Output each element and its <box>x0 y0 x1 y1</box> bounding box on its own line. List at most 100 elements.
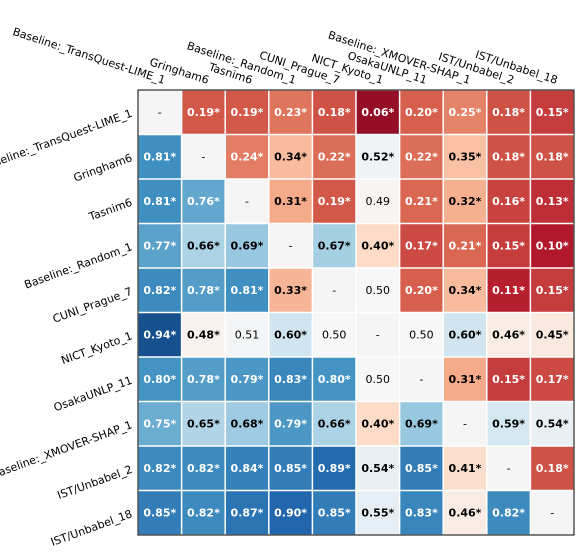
heatmap-cell <box>138 135 181 179</box>
heatmap-cell <box>225 268 269 312</box>
cell-value-label: 0.13* <box>536 195 569 208</box>
cell-value-label: 0.34* <box>274 150 307 163</box>
heatmap-cell <box>182 313 225 357</box>
cell-value-label: 0.17* <box>536 373 569 386</box>
cell-value-label: - <box>245 195 249 208</box>
heatmap-cell <box>313 357 356 401</box>
heatmap-cell <box>487 135 530 179</box>
heatmap-cell <box>225 179 269 223</box>
cell-value-label: - <box>507 462 511 475</box>
heatmap-cell <box>356 313 399 357</box>
cell-value-label: 0.23* <box>274 106 307 119</box>
cell-value-label: 0.50 <box>409 328 434 341</box>
cell-value-label: 0.84* <box>231 462 264 475</box>
cell-value-label: - <box>158 106 162 119</box>
heatmap-cell <box>182 135 225 179</box>
row-label: Tasnim6 <box>86 196 134 224</box>
row-labels: Baseline:_TransQuest-LIME_1Gringham6Tasn… <box>0 107 134 549</box>
cell-value-label: 0.31* <box>449 373 482 386</box>
plot-frame <box>137 89 575 536</box>
heatmap-cell <box>356 357 399 401</box>
heatmap-cell <box>487 402 530 446</box>
row-label: NICT_Kyoto_1 <box>59 329 134 367</box>
heatmap-cell <box>138 90 181 134</box>
heatmap-cell <box>356 135 399 179</box>
heatmap-cell <box>138 357 181 401</box>
cell-value-label: 0.40* <box>361 239 394 252</box>
heatmap-cell <box>531 357 574 401</box>
cell-value-label: 0.75* <box>143 417 176 430</box>
heatmap-cell <box>269 446 312 490</box>
heatmap-cell <box>138 491 181 535</box>
heatmap-cell <box>531 446 574 490</box>
heatmap-cell <box>138 224 181 268</box>
cell-value-label: 0.80* <box>143 373 176 386</box>
cell-value-label: 0.21* <box>449 239 482 252</box>
row-label: OsakaUNLP_11 <box>52 374 134 414</box>
heatmap-cell <box>531 402 574 446</box>
cell-value-label: 0.18* <box>492 106 525 119</box>
heatmap-cell <box>269 224 312 268</box>
cell-value-label: 0.80* <box>318 373 351 386</box>
heatmap-cell <box>531 224 574 268</box>
heatmap-cell <box>356 402 399 446</box>
cell-value-label: 0.16* <box>492 195 525 208</box>
heatmap-cell <box>225 446 269 490</box>
cell-value-label: 0.34* <box>449 284 482 297</box>
cell-value-label: 0.51 <box>235 328 260 341</box>
cell-value-label: 0.79* <box>231 373 264 386</box>
cell-value-label: 0.68* <box>231 417 264 430</box>
cell-value-label: 0.82* <box>143 284 176 297</box>
cell-value-label: 0.25* <box>449 106 482 119</box>
heatmap-cell <box>225 357 269 401</box>
heatmap-cell <box>531 90 574 134</box>
cell-value-label: 0.66* <box>318 417 351 430</box>
cell-value-label: - <box>463 417 467 430</box>
heatmap-cell <box>443 268 487 312</box>
cell-value-label: 0.46* <box>492 328 525 341</box>
cell-value-label: 0.19* <box>231 106 264 119</box>
heatmap-cell <box>443 179 487 223</box>
cell-value-label: 0.85* <box>274 462 307 475</box>
cell-value-label: 0.54* <box>536 417 569 430</box>
heatmap-cell <box>487 224 530 268</box>
cell-value-label: 0.78* <box>187 373 220 386</box>
heatmap-cell <box>356 268 399 312</box>
cell-value-label: 0.67* <box>318 239 351 252</box>
cell-value-label: 0.60* <box>274 328 307 341</box>
heatmap-cell <box>269 179 312 223</box>
heatmap-cell <box>138 446 181 490</box>
heatmap-cell <box>182 446 225 490</box>
heatmap-cell <box>531 313 574 357</box>
heatmap-cell <box>443 491 487 535</box>
heatmap-cell <box>400 179 443 223</box>
cell-value-label: 0.15* <box>492 239 525 252</box>
heatmap-cell <box>138 179 181 223</box>
cell-value-label: 0.85* <box>405 462 438 475</box>
heatmap-cell <box>138 313 181 357</box>
cell-value-label: - <box>201 150 205 163</box>
heatmap-cell <box>313 224 356 268</box>
cell-value-label: 0.82* <box>187 462 220 475</box>
heatmap-cell <box>182 179 225 223</box>
cell-value-label: 0.19* <box>318 195 351 208</box>
heatmap-cell <box>313 268 356 312</box>
heatmap-cell <box>400 402 443 446</box>
heatmap-cell <box>225 224 269 268</box>
cell-value-label: 0.15* <box>536 106 569 119</box>
cell-value-label: 0.85* <box>143 506 176 519</box>
cell-value-label: 0.15* <box>492 373 525 386</box>
heatmap-cell <box>138 268 181 312</box>
cell-value-label: 0.55* <box>361 506 394 519</box>
cell-value-label: 0.22* <box>405 150 438 163</box>
heatmap-cell <box>182 224 225 268</box>
heatmap-cell <box>487 491 530 535</box>
heatmap-cell <box>487 313 530 357</box>
row-label: Baseline:_Random_1 <box>23 240 134 291</box>
heatmap-cell <box>443 402 487 446</box>
row-label: IST/Unbabel_18 <box>49 507 134 549</box>
cell-value-label: 0.32* <box>449 195 482 208</box>
cell-value-label: 0.59* <box>492 417 525 430</box>
heatmap-cell <box>138 402 181 446</box>
heatmap-cell <box>269 357 312 401</box>
